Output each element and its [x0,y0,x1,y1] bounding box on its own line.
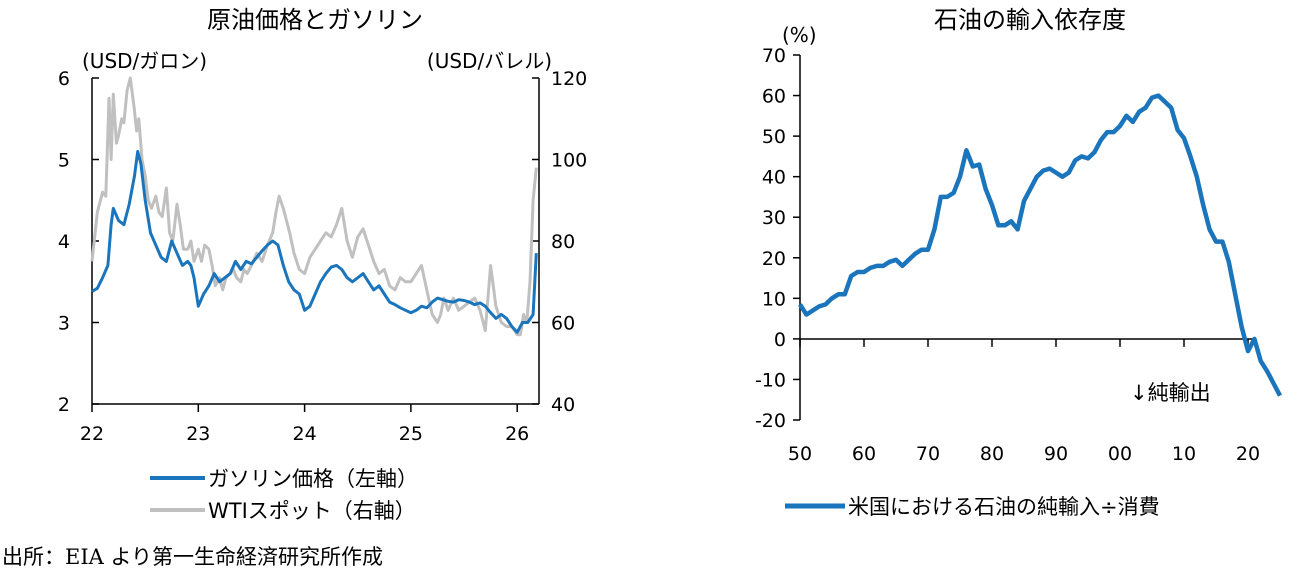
right-chart-y-unit: (%) [782,23,817,47]
left-x-tick-label: 22 [80,423,104,445]
right-chart-y-tick-label: -10 [755,369,786,391]
left-chart-title: 原油価格とガソリン [207,6,423,34]
net-export-annotation: ↓純輸出 [1130,381,1211,405]
left-x-tick-label: 25 [399,423,423,445]
right-chart-ticks: -20 -10 0 10 20 30 40 50 60 70 50 60 70 80 90 00 10 20 [755,45,1260,465]
left-y-axis-label: (USD/ガロン) [82,49,207,73]
right-chart-title: 石油の輸入依存度 [934,6,1126,34]
right-chart-y-tick-label: 50 [762,126,786,148]
right-chart-y-tick-label: 30 [762,207,786,229]
legend-label-import: 米国における石油の純輸入÷消費 [848,495,1160,519]
right-chart-y-tick-label: 10 [762,288,786,310]
right-chart-y-tick-label: 60 [762,86,786,108]
left-x-tick-label: 23 [186,423,210,445]
right-chart-y-tick-label: 40 [762,167,786,189]
right-y-tick-label: 60 [551,313,575,335]
right-y-tick-label: 120 [551,68,587,90]
left-chart: 原油価格とガソリン (USD/ガロン) (USD/バレル) 2345640608… [58,6,587,523]
source-note: 出所：EIA より第一生命経済研究所作成 [2,545,383,569]
left-x-tick-label: 26 [505,423,529,445]
right-chart-x-tick-label: 80 [980,443,1004,465]
series-line-gasoline [91,149,538,334]
right-chart-x-tick-label: 70 [916,443,940,465]
right-y-axis-label: (USD/バレル) [427,49,552,73]
right-chart-x-tick-label: 50 [788,443,812,465]
right-chart-y-tick-label: 20 [762,248,786,270]
left-y-tick-label: 6 [58,68,70,90]
left-y-tick-label: 4 [58,231,70,253]
right-chart-x-tick-label: 10 [1172,443,1196,465]
legend-label-gasoline: ガソリン価格（左軸） [208,467,418,491]
left-y-tick-label: 2 [58,394,70,416]
right-y-tick-label: 80 [551,231,575,253]
right-chart-y-tick-label: 70 [762,45,786,67]
right-chart-x-tick-label: 90 [1044,443,1068,465]
series-line-import-dependence [798,93,1282,397]
right-y-tick-label: 100 [551,150,587,172]
right-y-tick-label: 40 [551,394,575,416]
right-chart-x-tick-label: 60 [852,443,876,465]
left-y-tick-label: 5 [58,150,70,172]
right-chart-x-tick-label: 20 [1236,443,1260,465]
right-chart: 石油の輸入依存度 (%) -20 -10 0 10 20 30 40 50 60 70 50 60 70… [755,6,1282,519]
legend-label-wti: WTIスポット（右軸） [208,499,416,523]
right-chart-y-tick-label: 0 [774,329,786,351]
left-y-tick-label: 3 [58,313,70,335]
right-chart-x-tick-label: 00 [1108,443,1132,465]
left-x-tick-label: 24 [293,423,317,445]
right-chart-y-tick-label: -20 [755,410,786,432]
